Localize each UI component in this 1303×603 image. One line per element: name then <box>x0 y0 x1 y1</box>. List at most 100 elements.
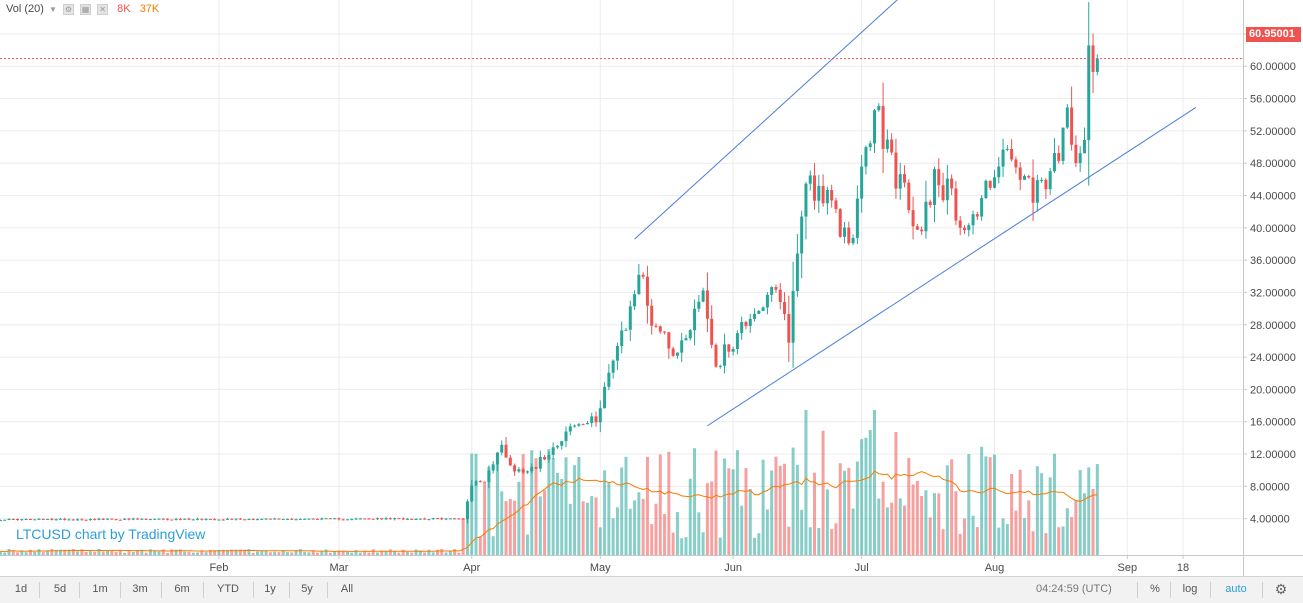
candle-body <box>354 518 358 520</box>
y-tick-label: 52.00000 <box>1250 126 1296 138</box>
candle-body <box>1010 148 1014 160</box>
volume-bar <box>260 550 264 555</box>
candle-body <box>834 200 838 210</box>
candle-body <box>435 518 439 520</box>
legend-dropdown-icon[interactable]: ▼ <box>48 4 57 14</box>
toolbar-divider <box>1210 582 1211 598</box>
volume-bar <box>710 481 714 555</box>
candle-body <box>774 287 778 290</box>
candle-body <box>226 518 230 520</box>
settings-icon[interactable]: ⚙ <box>62 3 74 15</box>
candle-body <box>88 519 92 521</box>
volume-bar <box>723 458 727 555</box>
auto-toggle[interactable]: auto <box>1225 583 1247 595</box>
candle-body <box>898 174 902 189</box>
volume-bar <box>101 551 105 555</box>
volume-bar <box>354 550 358 555</box>
candle-body <box>298 518 302 520</box>
volume-bar <box>161 549 165 555</box>
candle-body <box>894 152 898 189</box>
volume-bar <box>1087 467 1091 555</box>
candle-body <box>907 182 911 211</box>
volume-bar <box>427 549 431 555</box>
candle-body <box>693 308 697 331</box>
candle-body <box>170 519 174 521</box>
log-toggle[interactable]: log <box>1182 583 1198 595</box>
candle-body <box>650 305 654 326</box>
candle-body <box>504 444 508 458</box>
y-tick-label: 40.00000 <box>1250 223 1296 235</box>
range-button-3m[interactable]: 3m <box>132 583 148 595</box>
range-button-1m[interactable]: 1m <box>92 583 108 595</box>
candle-body <box>1057 153 1061 161</box>
volume-bar <box>1091 489 1095 555</box>
volume-bar <box>478 536 482 555</box>
chart-watermark[interactable]: LTCUSD chart by TradingView <box>16 526 206 542</box>
volume-bar <box>795 464 799 555</box>
volume-bar <box>778 465 782 555</box>
volume-bar <box>954 491 958 555</box>
candle-body <box>453 518 457 520</box>
range-button-5y[interactable]: 5y <box>301 583 313 595</box>
candle-body <box>697 301 701 309</box>
candle-body <box>830 190 834 201</box>
volume-bar <box>735 450 739 555</box>
candle-body <box>101 518 105 520</box>
range-button-ytd[interactable]: YTD <box>217 583 239 595</box>
candle-body <box>525 471 529 473</box>
channel-trendlines[interactable] <box>634 0 1197 427</box>
volume-bar <box>924 490 928 555</box>
y-tick-label: 44.00000 <box>1250 191 1296 203</box>
percent-toggle[interactable]: % <box>1150 583 1160 595</box>
volume-bar <box>393 551 397 555</box>
close-icon[interactable]: ✕ <box>97 3 109 15</box>
range-button-1y[interactable]: 1y <box>264 583 276 595</box>
candle-body <box>607 372 611 387</box>
candle-body <box>324 518 328 520</box>
time-axis[interactable]: Feb Mar Apr May Jun Jul Aug Sep 18 <box>209 555 1189 574</box>
volume-bar <box>757 533 761 555</box>
volume-bar <box>800 509 804 555</box>
candle-body <box>611 360 615 373</box>
volume-bar <box>791 447 795 555</box>
volume-bar <box>367 552 371 555</box>
candle-body <box>941 185 945 201</box>
volume-bar <box>898 498 902 555</box>
range-button-5d[interactable]: 5d <box>53 583 67 595</box>
candle-body <box>521 469 525 473</box>
gear-icon[interactable]: ⚙ <box>1274 581 1288 597</box>
candle-body <box>915 226 919 230</box>
candle-body <box>962 227 966 231</box>
x-tick-label: Apr <box>463 562 480 574</box>
volume-bar <box>238 549 242 555</box>
candle-body <box>1001 149 1005 167</box>
range-button-1d[interactable]: 1d <box>14 583 28 595</box>
candle-body <box>256 519 260 521</box>
volume-bar <box>431 552 435 555</box>
candle-body <box>294 519 298 521</box>
volume-bar <box>847 467 851 555</box>
volume-bar <box>290 552 294 555</box>
volume-bar <box>753 537 757 555</box>
price-chart[interactable]: 4.00000 8.00000 12.00000 16.00000 20.00000 24… <box>0 0 1303 576</box>
format-icon[interactable]: ▦ <box>80 3 92 15</box>
candle-body <box>881 106 885 149</box>
candle-body <box>217 519 221 521</box>
candle-body <box>76 519 80 521</box>
volume-bar <box>637 492 641 555</box>
candle-body <box>517 469 521 472</box>
candle-body <box>487 470 491 483</box>
candle-body <box>860 166 864 199</box>
candle-body <box>1022 175 1026 180</box>
volume-bar <box>106 550 110 555</box>
volume-bar <box>286 552 290 555</box>
price-axis[interactable]: 4.00000 8.00000 12.00000 16.00000 20.00000 24… <box>1243 29 1296 526</box>
range-button-all[interactable]: All <box>340 583 354 595</box>
volume-bar <box>988 457 992 555</box>
candle-body <box>1031 177 1035 203</box>
candle-body <box>457 518 461 520</box>
volume-bar <box>174 549 178 555</box>
volume-bar <box>684 537 688 555</box>
range-button-6m[interactable]: 6m <box>174 583 190 595</box>
volume-bar <box>1005 524 1009 555</box>
